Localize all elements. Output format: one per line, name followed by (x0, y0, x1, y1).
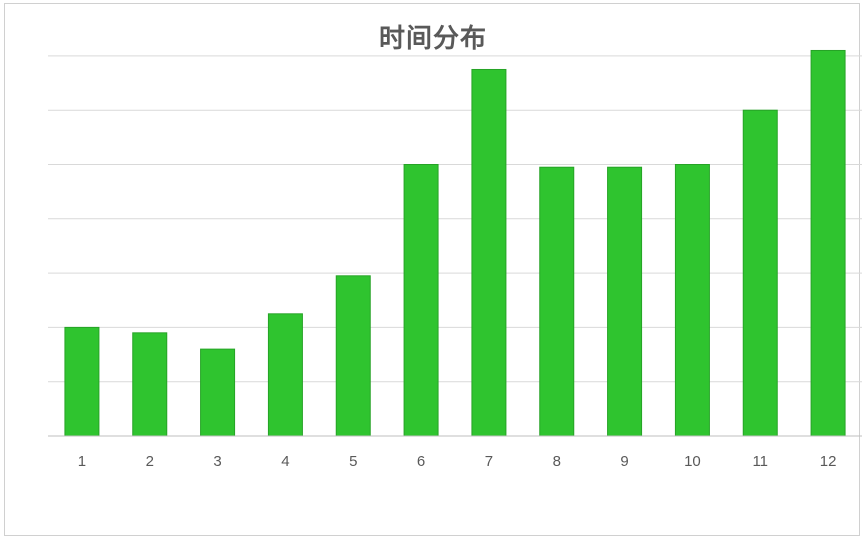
bar-12 (810, 49, 846, 437)
x-tick-label: 1 (78, 453, 86, 470)
x-tick-label: 10 (684, 453, 701, 470)
gridlines (48, 55, 862, 383)
x-tick-label: 6 (417, 453, 425, 470)
bar-9 (607, 166, 643, 437)
bar-10 (674, 164, 710, 437)
bar-5 (335, 275, 371, 437)
x-tick-label: 7 (485, 453, 493, 470)
x-tick-label: 2 (146, 453, 154, 470)
bar-11 (742, 109, 778, 437)
x-tick-label: 4 (281, 453, 289, 470)
x-tick-labels: 1 2 3 4 5 6 7 8 9 10 11 12 (78, 453, 837, 470)
bar-4 (267, 313, 303, 437)
bar-3 (200, 348, 236, 437)
bar-8 (539, 166, 575, 437)
x-tick-label: 8 (553, 453, 561, 470)
bar-2 (132, 332, 168, 437)
x-tick-label: 11 (752, 453, 768, 470)
bar-1 (64, 326, 100, 437)
bar-7 (471, 68, 507, 437)
x-tick-label: 3 (213, 453, 221, 470)
bar-6 (403, 164, 439, 437)
x-tick-label: 12 (820, 453, 837, 470)
chart-title: 时间分布 (378, 24, 487, 54)
x-tick-label: 5 (349, 453, 357, 470)
bars (64, 49, 846, 437)
x-tick-label: 9 (620, 453, 628, 470)
